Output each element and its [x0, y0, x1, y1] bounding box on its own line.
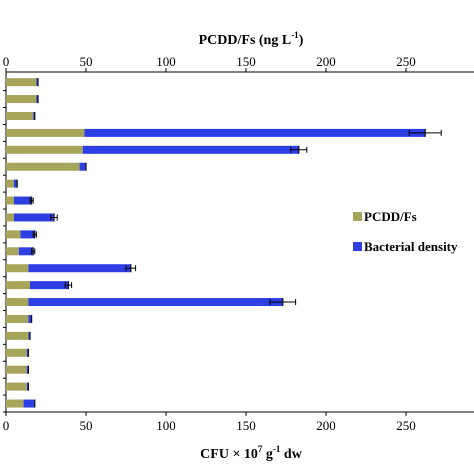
bar-pcddfs	[6, 213, 14, 222]
bottom-tick-label: 250	[396, 418, 416, 433]
bar-pcddfs	[6, 145, 83, 154]
top-axis-title-main: PCDD/Fs (ng L	[199, 33, 292, 48]
bar-bacterial-density	[30, 281, 69, 290]
bottom-tick-label: 100	[156, 418, 176, 433]
bar-pcddfs	[6, 162, 80, 171]
bar-bacterial-density	[14, 196, 32, 205]
legend-swatch-bacterial-density	[353, 242, 362, 251]
top-axis-title: PCDD/Fs (ng L-1)	[199, 30, 304, 48]
top-axis-title-end: )	[299, 33, 304, 48]
legend: PCDD/Fs Bacterial density	[353, 209, 458, 254]
bar-pcddfs	[6, 247, 19, 256]
bottom-axis-title-sup2: -1	[273, 444, 281, 454]
top-tick-label: 250	[396, 54, 416, 69]
bar-pcddfs	[6, 111, 34, 120]
bar-bacterial-density	[26, 365, 29, 374]
bar-pcddfs	[6, 365, 27, 374]
top-tick-label: 100	[156, 54, 176, 69]
legend-swatch-pcddfs	[353, 212, 362, 221]
bottom-tick-label: 0	[3, 418, 10, 433]
bottom-axis-title-main: CFU × 10	[200, 447, 258, 462]
bar-bacterial-density	[26, 382, 29, 391]
bar-pcddfs	[6, 78, 37, 87]
bar-bacterial-density	[14, 213, 54, 222]
bar-pcddfs	[6, 281, 30, 290]
bar-pcddfs	[6, 348, 27, 357]
top-tick-label: 0	[3, 54, 10, 69]
bar-pcddfs	[6, 331, 29, 340]
bottom-axis-title-sup1: 7	[258, 444, 263, 454]
bar-pcddfs	[6, 95, 37, 104]
bottom-tick-label: 50	[80, 418, 93, 433]
bottom-tick-label: 200	[316, 418, 336, 433]
top-tick-label: 150	[236, 54, 256, 69]
bar-bacterial-density	[20, 230, 35, 239]
bar-pcddfs	[6, 230, 21, 239]
bottom-axis-title: CFU × 107 g-1 dw	[200, 444, 303, 462]
bar-pcddfs	[6, 179, 14, 188]
bottom-tick-label: 150	[236, 418, 256, 433]
bar-pcddfs	[6, 298, 29, 307]
legend-label-pcddfs: PCDD/Fs	[364, 209, 417, 224]
top-tick-label: 50	[80, 54, 93, 69]
bar-bacterial-density	[79, 162, 86, 171]
bar-bacterial-density	[36, 95, 38, 104]
bars-group	[6, 78, 442, 408]
bar-bacterial-density	[18, 247, 34, 256]
bar-pcddfs	[6, 196, 14, 205]
bar-bacterial-density	[23, 399, 35, 408]
bar-pcddfs	[6, 264, 29, 273]
bar-bacterial-density	[14, 179, 18, 188]
bar-pcddfs	[6, 382, 27, 391]
bar-bacterial-density	[28, 331, 30, 340]
bar-pcddfs	[6, 399, 24, 408]
axes-frame	[3, 68, 474, 416]
top-tick-label: 200	[316, 54, 336, 69]
bar-bacterial-density	[26, 348, 29, 357]
bottom-axis-title-end: dw	[280, 447, 302, 462]
bar-bacterial-density	[28, 298, 283, 307]
bar-pcddfs	[6, 314, 29, 323]
legend-label-bacterial-density: Bacterial density	[364, 239, 458, 254]
bar-bacterial-density	[84, 128, 426, 137]
bar-bacterial-density	[28, 314, 32, 323]
top-axis-title-sup: -1	[291, 30, 299, 40]
bar-bacterial-density	[33, 111, 35, 120]
bar-bacterial-density	[82, 145, 299, 154]
bottom-axis-title-mid: g	[262, 447, 273, 462]
bar-pcddfs	[6, 128, 85, 137]
bar-bacterial-density	[36, 78, 38, 87]
bar-bacterial-density	[28, 264, 131, 273]
